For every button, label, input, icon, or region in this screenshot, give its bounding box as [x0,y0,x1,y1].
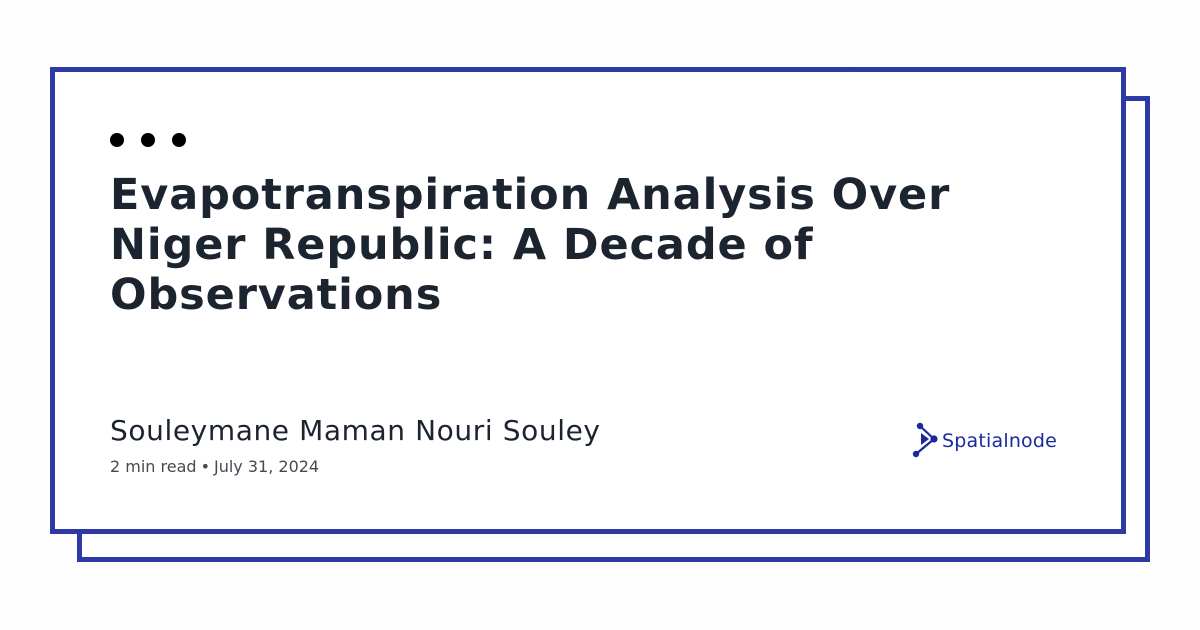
post-meta: 2 min read • July 31, 2024 [110,457,319,476]
post-card: Evapotranspiration Analysis Over Niger R… [50,67,1126,534]
dot-2 [141,133,155,147]
read-time: 2 min read [110,457,197,476]
post-title: Evapotranspiration Analysis Over Niger R… [110,170,951,320]
node-network-icon [912,422,938,458]
brand-logo: Spatialnode [910,421,1057,461]
brand-name: Spatialnode [942,430,1058,452]
post-date: July 31, 2024 [214,457,320,476]
post-author: Souleymane Maman Nouri Souley [110,414,601,447]
dot-3 [172,133,186,147]
meta-separator: • [200,457,210,476]
dot-1 [110,133,124,147]
three-dots-icon [110,133,186,147]
